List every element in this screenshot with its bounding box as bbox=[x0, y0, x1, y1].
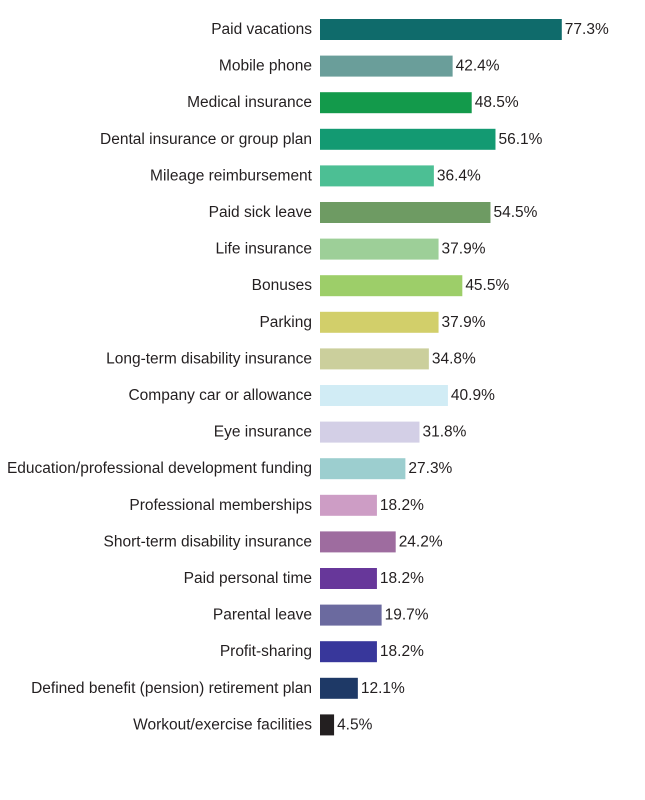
value-labels-group: 77.3% 42.4% 48.5% 56.1% 36.4% 54.5% 37.9% 45.5%… bbox=[337, 21, 609, 733]
bar-18 bbox=[320, 677, 358, 699]
category-label-13: Professional memberships bbox=[129, 497, 312, 514]
value-label-6: 37.9% bbox=[442, 241, 486, 258]
value-label-15: 18.2% bbox=[380, 570, 424, 587]
category-label-0: Paid vacations bbox=[211, 21, 312, 38]
category-label-6: Life insurance bbox=[215, 241, 312, 258]
bar-2 bbox=[320, 92, 472, 114]
bars-group bbox=[320, 19, 562, 736]
bar-9 bbox=[320, 348, 429, 370]
category-label-2: Medical insurance bbox=[187, 94, 312, 111]
category-label-7: Bonuses bbox=[252, 277, 313, 294]
bar-10 bbox=[320, 385, 448, 406]
value-label-2: 48.5% bbox=[475, 94, 519, 111]
value-label-16: 19.7% bbox=[385, 607, 429, 624]
bar-4 bbox=[320, 165, 434, 187]
value-label-18: 12.1% bbox=[361, 680, 405, 697]
value-label-19: 4.5% bbox=[337, 716, 373, 733]
value-label-0: 77.3% bbox=[565, 21, 609, 38]
value-label-7: 45.5% bbox=[465, 277, 509, 294]
category-label-15: Paid personal time bbox=[184, 570, 312, 587]
bar-1 bbox=[320, 55, 453, 77]
value-label-10: 40.9% bbox=[451, 387, 495, 404]
category-label-16: Parental leave bbox=[213, 607, 312, 624]
category-label-14: Short-term disability insurance bbox=[104, 533, 312, 550]
category-label-1: Mobile phone bbox=[219, 58, 312, 75]
bar-5 bbox=[320, 202, 491, 223]
bar-7 bbox=[320, 275, 463, 297]
bar-8 bbox=[320, 311, 439, 333]
bar-3 bbox=[320, 128, 496, 150]
bar-15 bbox=[320, 568, 377, 589]
value-label-1: 42.4% bbox=[456, 58, 500, 75]
value-label-5: 54.5% bbox=[493, 204, 537, 221]
bar-11 bbox=[320, 421, 420, 443]
value-label-12: 27.3% bbox=[408, 460, 452, 477]
value-label-9: 34.8% bbox=[432, 350, 476, 367]
bar-12 bbox=[320, 458, 406, 480]
value-label-17: 18.2% bbox=[380, 643, 424, 660]
category-label-8: Parking bbox=[259, 314, 312, 331]
value-label-13: 18.2% bbox=[380, 497, 424, 514]
category-label-17: Profit-sharing bbox=[220, 643, 312, 660]
value-label-4: 36.4% bbox=[437, 167, 481, 184]
bar-17 bbox=[320, 641, 377, 663]
bar-14 bbox=[320, 531, 396, 553]
category-label-9: Long-term disability insurance bbox=[106, 350, 312, 367]
category-label-18: Defined benefit (pension) retirement pla… bbox=[31, 680, 312, 697]
category-label-11: Eye insurance bbox=[214, 424, 312, 441]
category-label-4: Mileage reimbursement bbox=[150, 167, 313, 184]
value-label-14: 24.2% bbox=[399, 533, 443, 550]
value-label-8: 37.9% bbox=[442, 314, 486, 331]
category-label-12: Education/professional development fundi… bbox=[7, 460, 312, 477]
category-label-5: Paid sick leave bbox=[209, 204, 312, 221]
bar-13 bbox=[320, 494, 377, 516]
category-label-3: Dental insurance or group plan bbox=[100, 131, 312, 148]
bar-0 bbox=[320, 19, 562, 40]
bar-6 bbox=[320, 238, 439, 260]
category-labels-group: Paid vacations Mobile phone Medical insura… bbox=[7, 21, 313, 733]
value-label-3: 56.1% bbox=[498, 131, 542, 148]
bar-16 bbox=[320, 604, 382, 626]
value-label-11: 31.8% bbox=[422, 424, 466, 441]
category-label-10: Company car or allowance bbox=[128, 387, 312, 404]
category-label-19: Workout/exercise facilities bbox=[133, 716, 312, 733]
bar-19 bbox=[320, 714, 335, 736]
